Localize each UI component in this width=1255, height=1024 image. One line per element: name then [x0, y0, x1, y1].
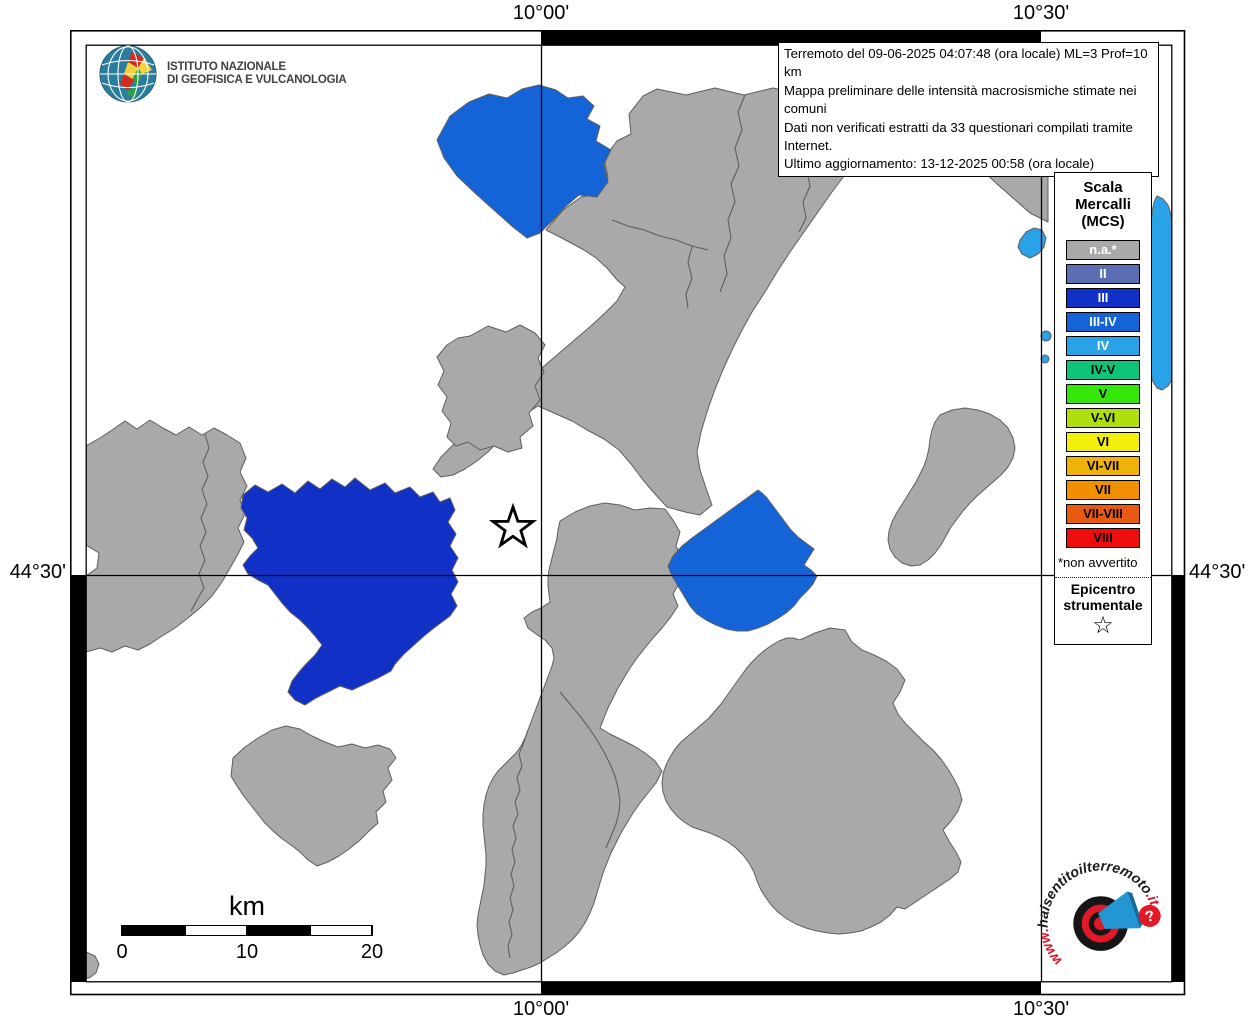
muni-gray-southeast-blob [661, 627, 963, 935]
legend-epicenter-title: Epicentro strumentale [1063, 581, 1143, 613]
question-mark-icon: ? [1143, 907, 1156, 926]
legend-title: Scala Mercalli (MCS) [1075, 179, 1131, 230]
legend-divider [1055, 577, 1151, 578]
scalebar-tick-20: 20 [360, 941, 384, 963]
muni-blue-iiiiv-northwest [436, 84, 612, 239]
legend-epicenter-star-icon: ☆ [1092, 612, 1114, 639]
legend-swatch-na: n.a.* [1066, 240, 1140, 260]
scalebar-seg-1 [122, 926, 185, 935]
megaphone-edge [1127, 891, 1143, 929]
legend-footnote: *non avvertito [1058, 555, 1138, 570]
legend-swatch-v: V [1066, 384, 1140, 404]
legend-swatch-viii: VIII [1066, 528, 1140, 548]
legend-swatch-iii: III [1066, 288, 1140, 308]
muni-gray-south-center [476, 502, 683, 976]
axis-label-left: 44°30' [9, 561, 66, 583]
legend-swatch-vi: VI [1066, 432, 1140, 452]
mercalli-legend: Scala Mercalli (MCS) n.a.* II III III-IV… [1054, 172, 1152, 645]
watermark-www: www. [1034, 924, 1066, 970]
ingv-name-line2: DI GEOFISICA E VULCANOLOGIA [167, 74, 347, 86]
muni-blue-iv-patch [1017, 227, 1047, 259]
axis-label-bottom-left: 10°00' [512, 998, 570, 1020]
muni-gray-bottomleft-round [230, 725, 397, 867]
info-line-map-type: Mappa preliminare delle intensità macros… [784, 82, 1137, 117]
map-frame [70, 29, 1186, 996]
scalebar-tick-10: 10 [235, 941, 259, 963]
ingv-logo: ISTITUTO NAZIONALE DI GEOFISICA E VULCAN… [98, 44, 347, 104]
axis-label-top-left: 10°00' [512, 2, 570, 24]
muni-blue-iii-west [240, 477, 459, 706]
info-line-questionnaires: Dati non verificati estratti da 33 quest… [784, 119, 1133, 154]
scalebar-seg-2 [184, 926, 247, 935]
legend-swatch-iv: IV [1066, 336, 1140, 356]
axis-label-top-right: 10°30' [1012, 2, 1070, 24]
legend-swatch-vi-vii: VI-VII [1066, 456, 1140, 476]
earthquake-info-box: Terremoto del 09-06-2025 04:07:48 (ora l… [778, 42, 1159, 177]
legend-swatch-v-vi: V-VI [1066, 408, 1140, 428]
info-line-event: Terremoto del 09-06-2025 04:07:48 (ora l… [784, 46, 1148, 80]
legend-swatch-iv-v: IV-V [1066, 360, 1140, 380]
scalebar-tick-0: 0 [116, 941, 128, 963]
megaphone-icon [1098, 891, 1141, 929]
ingv-name-line1: ISTITUTO NAZIONALE [167, 60, 286, 73]
legend-swatch-vii: VII [1066, 480, 1140, 500]
muni-blue-iiiiv-east [667, 489, 818, 632]
question-badge [1138, 904, 1161, 927]
muni-gray-right-hook [887, 407, 1016, 567]
legend-swatch-iii-iv: III-IV [1066, 312, 1140, 332]
ingv-globe-icon [99, 45, 157, 103]
internal-borders [190, 89, 821, 959]
axis-label-right: 44°30' [1189, 561, 1246, 583]
ingv-institute-name: ISTITUTO NAZIONALE DI GEOFISICA E VULCAN… [167, 60, 347, 88]
scalebar-seg-4 [309, 926, 372, 935]
muni-blue-iv-right-strip [1149, 195, 1172, 391]
info-line-updated: Ultimo aggiornamento: 13-12-2025 00:58 (… [784, 156, 1095, 172]
legend-swatch-ii: II [1066, 264, 1140, 284]
legend-swatch-vii-viii: VII-VIII [1066, 504, 1140, 524]
muni-blue-iv-speck-2 [1040, 354, 1050, 364]
muni-gray-corner-sw [86, 951, 100, 979]
epicenter-star [488, 502, 538, 549]
muni-blue-iv-speck-1 [1040, 330, 1052, 342]
scalebar-seg-3 [247, 926, 310, 935]
scalebar-unit-label: km [229, 891, 265, 921]
axis-label-bottom-right: 10°30' [1012, 998, 1070, 1020]
haisentitoilterremoto-logo: www.haisentitoilterremoto.it ? [1025, 846, 1164, 971]
graticule [86, 45, 1172, 982]
scalebar [121, 925, 373, 936]
